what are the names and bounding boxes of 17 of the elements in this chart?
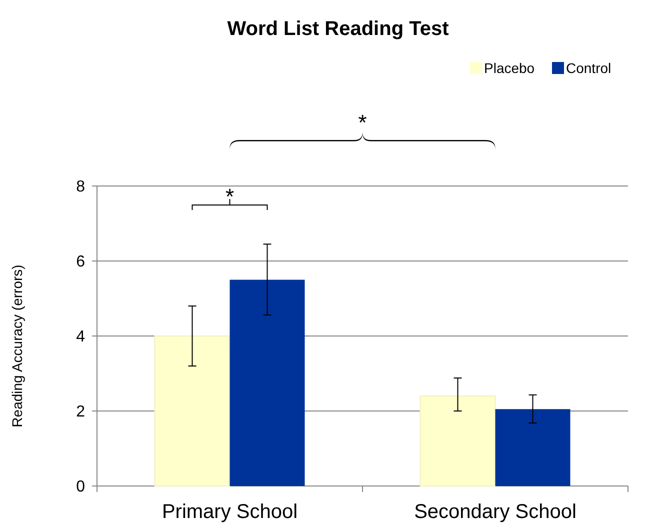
y-axis-title: Reading Accuracy (errors) xyxy=(9,264,25,428)
x-tick-label: Secondary School xyxy=(414,501,576,523)
x-tick-label: Primary School xyxy=(162,501,298,523)
bar xyxy=(495,409,570,486)
legend-label: Placebo xyxy=(484,60,535,76)
legend-label: Control xyxy=(566,60,612,76)
bar xyxy=(420,396,496,486)
y-tick-label: 0 xyxy=(76,478,86,496)
y-tick-label: 6 xyxy=(76,254,86,271)
bar xyxy=(230,280,305,486)
annotation: * xyxy=(225,184,234,209)
y-tick-label: 2 xyxy=(76,404,86,421)
y-tick-label: 8 xyxy=(76,178,86,196)
bar xyxy=(154,336,230,486)
text: * xyxy=(358,110,368,135)
y-tick-label: 4 xyxy=(76,328,86,346)
chart-title: Word List Reading Test xyxy=(227,18,450,40)
